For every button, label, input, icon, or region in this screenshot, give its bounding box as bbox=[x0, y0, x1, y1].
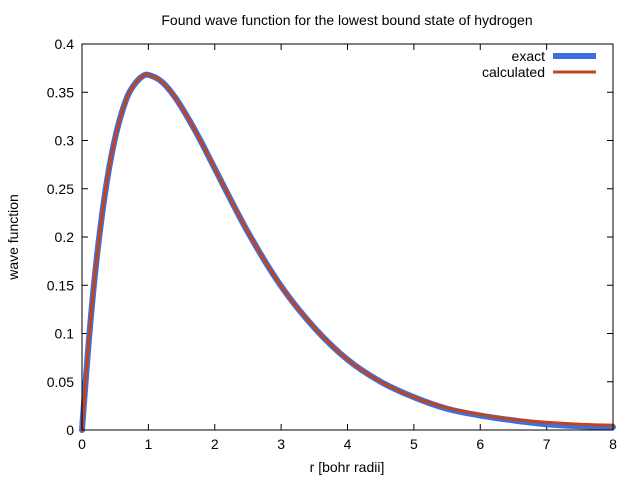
x-tick-label: 3 bbox=[277, 436, 285, 452]
y-tick-label: 0.05 bbox=[47, 374, 74, 390]
y-tick-label: 0.3 bbox=[55, 133, 75, 149]
series-line-exact bbox=[79, 71, 616, 433]
x-tick-label: 6 bbox=[476, 436, 484, 452]
x-tick-label: 0 bbox=[78, 436, 86, 452]
legend-label-exact: exact bbox=[512, 48, 546, 64]
series-line-calculated bbox=[80, 73, 615, 432]
x-tick-label: 1 bbox=[144, 436, 152, 452]
y-tick-label: 0.2 bbox=[55, 229, 75, 245]
x-tick-label: 2 bbox=[211, 436, 219, 452]
x-tick-label: 8 bbox=[609, 436, 617, 452]
x-axis-label: r [bohr radii] bbox=[310, 459, 385, 475]
legend-label-calculated: calculated bbox=[482, 64, 545, 80]
y-tick-label: 0.25 bbox=[47, 181, 74, 197]
chart-title: Found wave function for the lowest bound… bbox=[161, 12, 532, 28]
x-tick-label: 7 bbox=[543, 436, 551, 452]
x-tick-label: 5 bbox=[410, 436, 418, 452]
y-axis-label: wave function bbox=[5, 194, 21, 281]
y-tick-label: 0 bbox=[66, 422, 74, 438]
y-tick-label: 0.4 bbox=[55, 36, 75, 52]
plot-frame bbox=[81, 43, 614, 431]
y-tick-label: 0.35 bbox=[47, 84, 74, 100]
y-tick-label: 0.15 bbox=[47, 277, 74, 293]
x-tick-label: 4 bbox=[344, 436, 352, 452]
y-tick-label: 0.1 bbox=[55, 326, 75, 342]
